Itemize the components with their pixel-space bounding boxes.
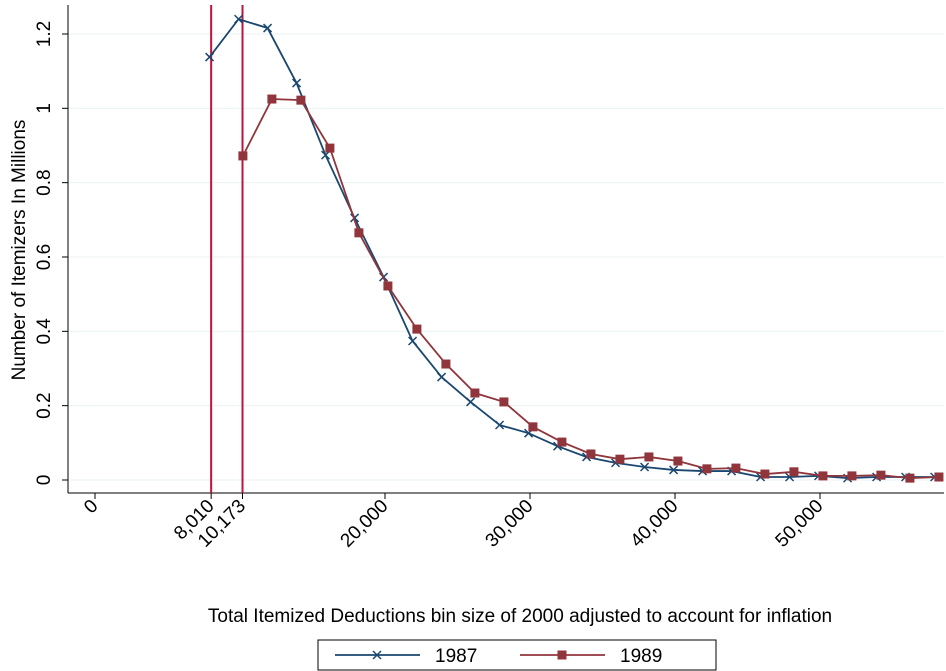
legend-label: 1989 [620, 646, 662, 667]
marker [466, 397, 476, 407]
y-tick-label: 0.6 [34, 244, 55, 270]
marker [470, 388, 480, 398]
marker [789, 467, 799, 477]
marker [383, 281, 393, 291]
marker [847, 471, 857, 481]
marker [408, 336, 418, 346]
marker [292, 78, 302, 88]
marker [673, 456, 683, 466]
marker [441, 359, 451, 369]
marker [267, 94, 277, 104]
marker [234, 14, 244, 24]
marker [499, 397, 509, 407]
marker [669, 465, 679, 475]
marker [905, 473, 915, 483]
x-tick-label: 20,000 [337, 496, 393, 552]
marker [412, 324, 422, 334]
series-line [208, 18, 935, 480]
marker [644, 452, 654, 462]
marker [354, 228, 364, 238]
marker [876, 470, 886, 480]
y-tick-label: 0.8 [34, 169, 55, 195]
y-tick-label: 0.4 [34, 318, 55, 345]
marker [296, 95, 306, 105]
legend-label: 1987 [435, 646, 477, 667]
marker [205, 52, 215, 62]
marker [528, 422, 538, 432]
marker [934, 472, 944, 482]
y-tick-label: 1.2 [34, 21, 55, 47]
marker [586, 449, 596, 459]
marker [640, 462, 650, 472]
series-line [242, 98, 939, 480]
marker [263, 23, 273, 33]
x-tick-label: 30,000 [482, 496, 538, 552]
x-tick-label: 0 [80, 496, 102, 518]
marker [557, 437, 567, 447]
x-tick-label: 40,000 [627, 496, 683, 552]
y-tick-label: 0.2 [34, 392, 55, 418]
y-axis-title: Number of Itemizers In Millions [9, 120, 30, 381]
marker [702, 464, 712, 474]
x-tick-label: 50,000 [772, 496, 828, 552]
marker [731, 463, 741, 473]
legend-marker [372, 650, 382, 660]
marker [760, 469, 770, 479]
marker [437, 372, 447, 382]
marker [325, 143, 335, 153]
marker [615, 454, 625, 464]
legend-marker [557, 650, 567, 660]
y-tick-label: 0 [34, 475, 55, 486]
marker [818, 471, 828, 481]
marker [495, 420, 505, 430]
y-tick-label: 1 [34, 103, 55, 114]
x-axis-title: Total Itemized Deductions bin size of 20… [208, 606, 832, 627]
marker [238, 151, 248, 161]
